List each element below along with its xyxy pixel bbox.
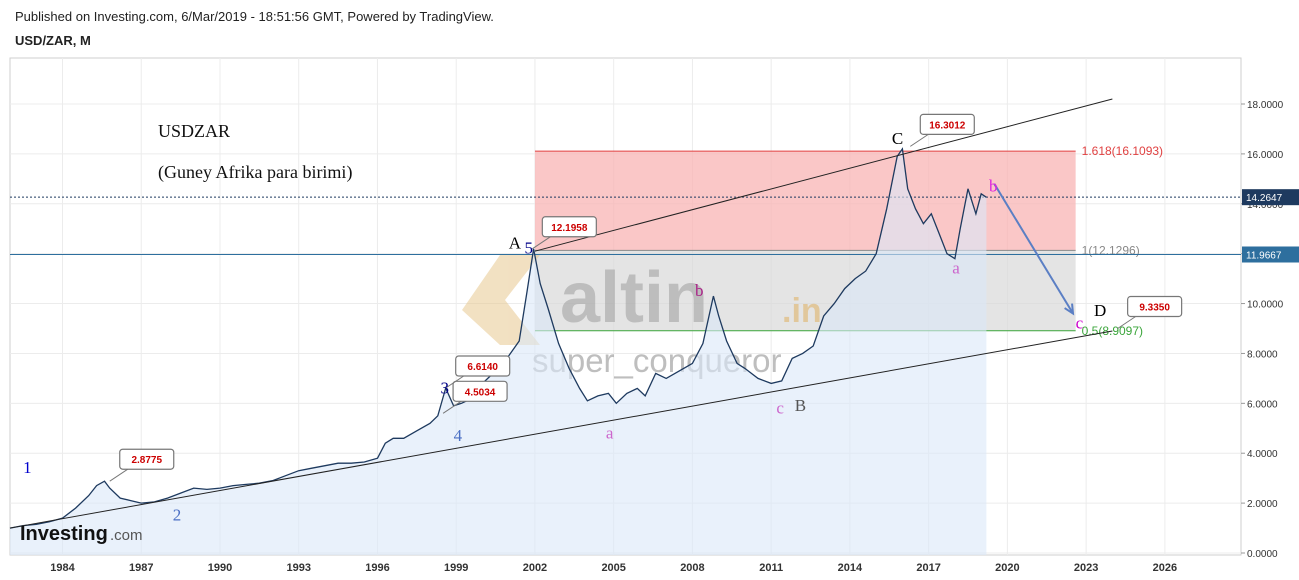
x-axis: 1984 1987 1990 1993 1996 1999 2002 2005 2008 2011…: [50, 562, 1177, 574]
wave-label: B: [795, 396, 806, 415]
price-callouts: 2.8775 4.5034 6.6140 12.1958 16.3012 9.3350: [109, 113, 1183, 482]
chart-subtitle: (Guney Afrika para birimi): [158, 162, 352, 183]
projection-arrow-head: [1064, 303, 1075, 316]
y-tick-label: 18.0000: [1247, 100, 1284, 111]
projection-arrow-shaft: [993, 183, 1074, 315]
y-tick-label: 4.0000: [1247, 449, 1278, 460]
callout-label: 12.1958: [551, 223, 588, 234]
callout-pointer: [445, 375, 464, 389]
callout-pointer: [1117, 316, 1136, 329]
x-tick-label: 2008: [680, 562, 704, 574]
projection-arrow: [993, 183, 1075, 316]
wave-label: 1: [23, 458, 32, 477]
wave-label: A: [509, 234, 522, 253]
x-tick-label: 1987: [129, 562, 153, 574]
x-tick-label: 1996: [365, 562, 389, 574]
wave-label: 5: [524, 239, 533, 258]
callout-box: [455, 355, 511, 377]
fib-zone-upper: [534, 151, 1076, 251]
price-badge: [1242, 246, 1299, 263]
callout-pointer: [109, 468, 129, 482]
logo-text: Investing: [20, 523, 108, 545]
wave-label: 2: [173, 506, 182, 525]
callout-label: 6.6140: [467, 362, 498, 373]
wave-label: c: [1076, 314, 1084, 333]
x-tick-label: 1993: [286, 562, 310, 574]
watermark-main: altin: [560, 258, 708, 338]
wave-label: 3: [440, 378, 449, 397]
trendline: [534, 98, 1113, 252]
fib-level-label: 1.618(16.1093): [1082, 144, 1163, 158]
published-note: Published on Investing.com, 6/Mar/2019 -…: [15, 9, 494, 24]
wave-label: a: [952, 259, 960, 278]
investing-logo: Investing .com: [20, 523, 143, 545]
y-tick-label: 0.0000: [1247, 549, 1278, 560]
callout-label: 16.3012: [929, 120, 966, 131]
watermark-suffix: .in: [782, 292, 822, 330]
y-tick-label: 14.0000: [1247, 200, 1284, 211]
callout-label: 4.5034: [465, 387, 496, 398]
y-tick-label: 8.0000: [1247, 349, 1278, 360]
price-line: [9, 147, 987, 529]
callout-box: [1127, 295, 1183, 318]
y-tick-label: 6.0000: [1247, 399, 1278, 410]
y-tick-label: 16.0000: [1247, 150, 1284, 161]
price-badge: [1242, 189, 1299, 206]
trendlines: [9, 98, 1113, 529]
x-tick-label: 2026: [1153, 562, 1177, 574]
x-tick-label: 2017: [916, 562, 940, 574]
watermark-logo-icon: [462, 255, 540, 345]
x-tick-label: 2011: [759, 562, 783, 574]
callout-pointer: [910, 133, 929, 147]
wave-label: a: [606, 423, 614, 442]
wave-label: b: [695, 281, 704, 300]
y-tick-label: 2.0000: [1247, 499, 1278, 510]
price-badge-label: 14.2647: [1246, 193, 1283, 204]
wave-label: c: [776, 398, 784, 417]
y-axis: 18.000016.000014.000012.000010.00008.000…: [1241, 100, 1284, 560]
wave-label: 4: [454, 426, 463, 445]
x-tick-label: 2014: [838, 562, 863, 574]
price-lines: [10, 196, 1241, 255]
callout-box: [452, 380, 508, 402]
x-tick-label: 1990: [208, 562, 232, 574]
price-badges: 14.2647 11.9667: [1242, 189, 1299, 263]
chart-title: USDZAR: [158, 121, 230, 141]
callout-label: 2.8775: [131, 455, 162, 466]
callout-box: [541, 216, 597, 238]
wave-label: D: [1094, 301, 1106, 320]
callout-box: [919, 113, 975, 135]
price-area: [10, 148, 987, 555]
callout-label: 9.3350: [1139, 303, 1170, 314]
watermark: altin .in super_conqueror: [462, 255, 822, 379]
x-tick-label: 2002: [523, 562, 547, 574]
callout-pointer: [442, 400, 462, 414]
x-tick-label: 1999: [444, 562, 468, 574]
symbol-title: USD/ZAR, M: [15, 33, 91, 48]
y-tick-label: 10.0000: [1247, 300, 1284, 311]
wave-label: b: [989, 176, 998, 195]
x-tick-label: 2005: [601, 562, 625, 574]
fib-level-label: 1(12.1296): [1082, 243, 1140, 257]
price-badge-label: 11.9667: [1246, 250, 1282, 261]
wave-label: C: [892, 129, 903, 148]
x-tick-label: 2020: [995, 562, 1019, 574]
x-tick-label: 1984: [50, 562, 75, 574]
callout-pointer: [532, 236, 551, 250]
callout-box: [119, 448, 175, 470]
trendline: [9, 330, 1113, 529]
x-tick-label: 2023: [1074, 562, 1098, 574]
logo-suffix: .com: [110, 527, 143, 544]
